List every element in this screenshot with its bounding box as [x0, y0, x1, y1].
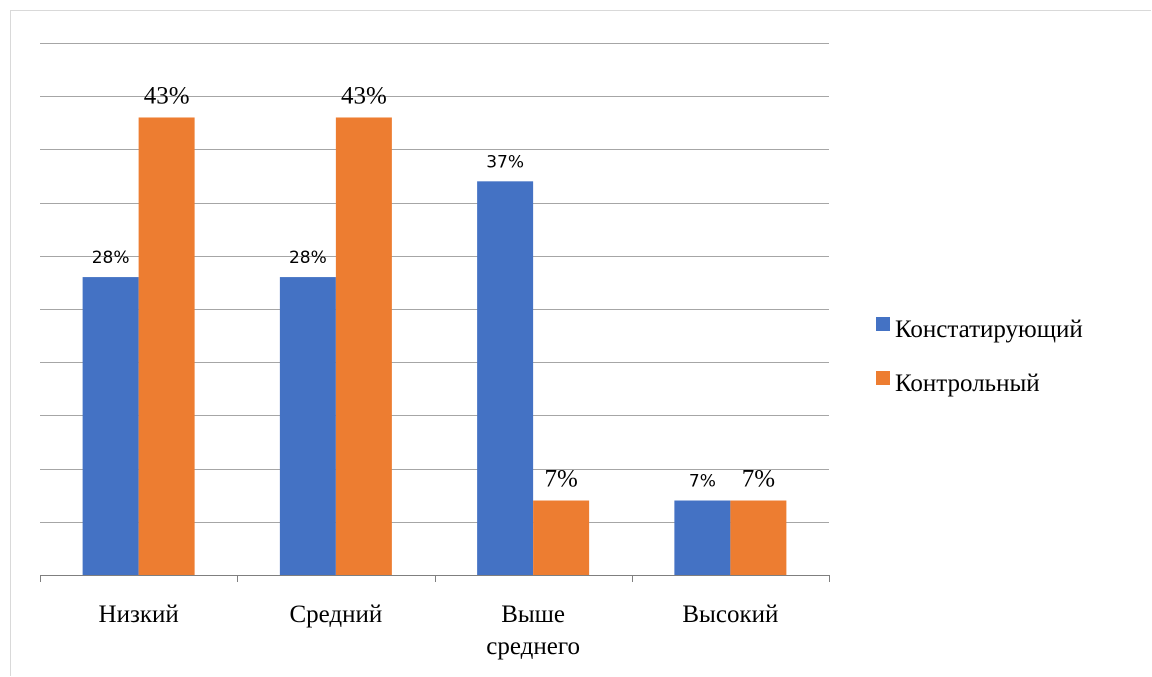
- bar-2-3[interactable]: [533, 500, 590, 575]
- category-label-2: Средний: [289, 601, 382, 628]
- bar-1-1[interactable]: [82, 277, 139, 575]
- data-label-1-2: 28%: [289, 248, 327, 268]
- legend-item-series-1[interactable]: Констатирующий: [876, 316, 1083, 343]
- bar-1-4[interactable]: [674, 500, 731, 575]
- legend-label-series-1: Констатирующий: [895, 316, 1083, 343]
- data-label-1-1: 28%: [92, 248, 130, 268]
- legend-swatch-series-1: [876, 317, 890, 331]
- data-label-2-3: 7%: [544, 466, 577, 493]
- category-label-3: среднего: [486, 633, 580, 660]
- category-label-4: Высокий: [682, 601, 778, 628]
- bar-1-3[interactable]: [477, 181, 534, 575]
- bar-2-2[interactable]: [335, 117, 392, 575]
- data-label-2-2: 43%: [341, 82, 387, 109]
- data-label-2-4: 7%: [742, 466, 775, 493]
- bars: [82, 117, 787, 575]
- bar-1-2[interactable]: [279, 277, 336, 575]
- data-label-1-4: 7%: [689, 472, 716, 492]
- category-label-1: Низкий: [99, 601, 179, 628]
- data-label-2-1: 43%: [144, 82, 190, 109]
- legend-swatch-series-2: [876, 371, 890, 385]
- data-label-1-3: 37%: [486, 152, 524, 172]
- category-label-3: Выше: [501, 601, 565, 628]
- x-axis: [40, 575, 830, 582]
- bar-2-4[interactable]: [730, 500, 787, 575]
- legend: Констатирующий Контрольный: [876, 316, 1083, 397]
- bar-2-1[interactable]: [138, 117, 195, 575]
- category-labels: Низкий Средний Выше среднего Высокий: [99, 601, 779, 660]
- data-labels: 28% 28% 37% 7% 43% 43% 7% 7%: [92, 82, 775, 492]
- legend-item-series-2[interactable]: Контрольный: [876, 370, 1040, 397]
- legend-label-series-2: Контрольный: [895, 370, 1040, 397]
